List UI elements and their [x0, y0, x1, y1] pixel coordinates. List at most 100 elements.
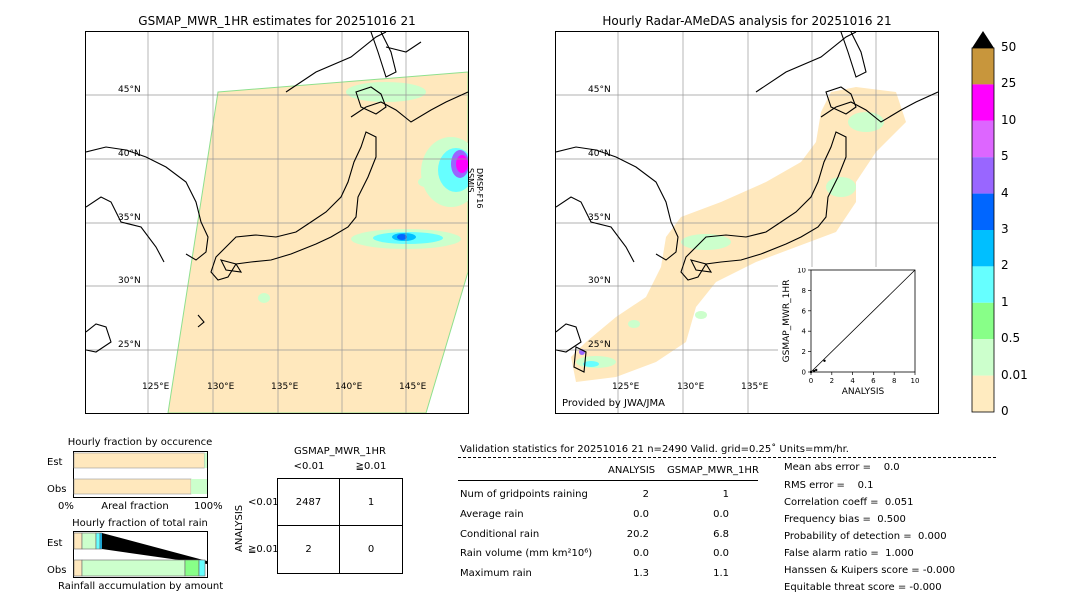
occ-x-right: 100% — [194, 501, 223, 512]
colorbar-swatch — [972, 339, 994, 376]
stat-g-2: 6.8 — [713, 529, 729, 540]
occ-xlabel: Areal fraction — [101, 501, 169, 512]
colorbar-label: 2 — [1001, 258, 1009, 273]
stat-label-2: Conditional rain — [460, 529, 540, 540]
right-lat-40: 40°N — [588, 149, 611, 159]
scatter-group: 0 2 4 6 8 10 0 2 4 6 8 10 ANALYSIS GSMAP_MWR_1HR — [782, 268, 919, 397]
tot-label-obs: Obs — [47, 565, 67, 576]
stat-a-4: 1.3 — [633, 568, 649, 579]
colorbar-swatch — [972, 230, 994, 267]
occ-bar-obs — [73, 478, 192, 495]
score-2: Correlation coeff = 0.051 — [784, 497, 914, 508]
total-rain-title: Hourly fraction of total rain — [72, 518, 208, 529]
contingency-row-1: ≧0.01 — [248, 544, 279, 555]
right-map: 45°N 40°N 35°N 30°N 25°N 125°E 130°E 135… — [555, 31, 939, 414]
stat-label-0: Num of gridpoints raining — [460, 489, 588, 500]
occ-bar-obs-rain — [191, 479, 207, 494]
scatter-ytick: 6 — [802, 307, 807, 315]
contingency-row-axis: ANALYSIS — [234, 504, 245, 552]
occ-x-left: 0% — [58, 501, 74, 512]
occ-label-est: Est — [47, 457, 63, 468]
stat-label-4: Maximum rain — [460, 568, 532, 579]
contingency-title: GSMAP_MWR_1HR — [294, 446, 386, 457]
right-map-title: Hourly Radar-AMeDAS analysis for 2025101… — [602, 14, 892, 28]
colorbar-swatch — [972, 84, 994, 121]
swath-label: DMSP-F16 SSMIS — [466, 168, 484, 209]
right-lon-130: 130°E — [677, 382, 705, 392]
colorbar-extend-triangle — [972, 31, 994, 48]
colorbar-group — [971, 31, 995, 413]
cell-1-1: 0 — [367, 544, 375, 555]
right-lat-35: 35°N — [588, 213, 611, 223]
colorbar-swatch — [972, 120, 994, 158]
cell-1-0: 2 — [305, 544, 312, 555]
contingency-row-0: <0.01 — [248, 497, 279, 508]
occ-bar-est — [73, 452, 205, 469]
scatter-xtick: 8 — [892, 377, 896, 385]
scatter-xtick: 6 — [871, 377, 876, 385]
col-analysis: ANALYSIS — [608, 465, 656, 476]
col-gsmap: GSMAP_MWR_1HR — [667, 465, 759, 476]
scatter-ytick: 8 — [802, 287, 806, 295]
colorbar — [971, 31, 995, 413]
scatter-ytick: 0 — [802, 369, 806, 377]
occurence-bars — [73, 451, 208, 498]
stat-a-2: 20.2 — [626, 529, 649, 540]
provider-credit: Provided by JWA/JMA — [562, 398, 665, 409]
colorbar-label: 5 — [1001, 149, 1009, 164]
left-lon-130: 130°E — [207, 382, 235, 392]
occ-label-obs: Obs — [47, 484, 67, 495]
scatter-xtick: 4 — [850, 377, 855, 385]
score-3: Frequency bias = 0.500 — [784, 514, 906, 525]
score-6: Hanssen & Kuipers score = -0.000 — [784, 565, 956, 576]
scatter-point — [815, 368, 818, 372]
cell-0-1: 1 — [367, 497, 375, 508]
colorbar-swatch — [972, 302, 994, 340]
score-5: False alarm ratio = 1.000 — [784, 548, 914, 559]
colorbar-label: 0 — [1001, 404, 1009, 418]
left-lat-45: 45°N — [118, 85, 141, 95]
colorbar-swatch — [972, 375, 994, 412]
left-lon-135: 135°E — [271, 382, 299, 392]
left-map-title: GSMAP_MWR_1HR estimates for 20251016 21 — [138, 14, 416, 28]
occ-bar-est-rain — [204, 453, 207, 468]
colorbar-label: 1 — [1001, 294, 1009, 309]
score-1: RMS error = 0.1 — [784, 480, 874, 491]
scatter-point — [809, 370, 813, 374]
total-rain-xlabel: Rainfall accumulation by amount — [58, 581, 224, 592]
contingency-col-0: <0.01 — [293, 461, 325, 472]
stat-label-1: Average rain — [460, 509, 524, 520]
colorbar-label: 50 — [1001, 40, 1017, 54]
colorbar-swatch — [972, 157, 994, 194]
left-lat-35: 35°N — [118, 213, 141, 223]
left-lat-40: 40°N — [118, 149, 141, 159]
stat-a-0: 2 — [642, 489, 649, 500]
colorbar-swatch — [972, 193, 994, 230]
colorbar-label: 0.01 — [1001, 367, 1028, 382]
score-0: Mean abs error = 0.0 — [784, 462, 900, 473]
stat-g-3: 0.0 — [713, 548, 729, 559]
stat-a-3: 0.0 — [633, 548, 649, 559]
scatter-point — [812, 369, 816, 373]
scatter-ytick: 2 — [802, 348, 806, 356]
tot-label-est: Est — [47, 538, 63, 549]
left-lon-125: 125°E — [142, 382, 170, 392]
right-lon-125: 125°E — [612, 382, 640, 392]
right-lat-45: 45°N — [588, 85, 611, 95]
scatter-ylabel: GSMAP_MWR_1HR — [782, 280, 792, 363]
cell-0-0: 2487 — [295, 497, 322, 508]
right-lon-135: 135°E — [741, 382, 769, 392]
scatter-xtick: 10 — [911, 377, 920, 385]
scatter-ytick: 4 — [802, 328, 807, 336]
scatter-diagonal — [810, 269, 916, 373]
colorbar-label: 25 — [1001, 76, 1017, 91]
scatter-xtick: 2 — [830, 377, 834, 385]
colorbar-label: 4 — [1001, 185, 1009, 200]
total-rain-bars — [73, 531, 208, 578]
colorbar-label: 3 — [1001, 222, 1009, 236]
scatter-point — [823, 359, 826, 362]
scatter-ytick: 10 — [797, 268, 806, 275]
score-4: Probability of detection = 0.000 — [784, 531, 947, 542]
right-map-canvas — [556, 32, 938, 413]
contingency-grid: 2487 1 2 0 — [277, 478, 403, 574]
